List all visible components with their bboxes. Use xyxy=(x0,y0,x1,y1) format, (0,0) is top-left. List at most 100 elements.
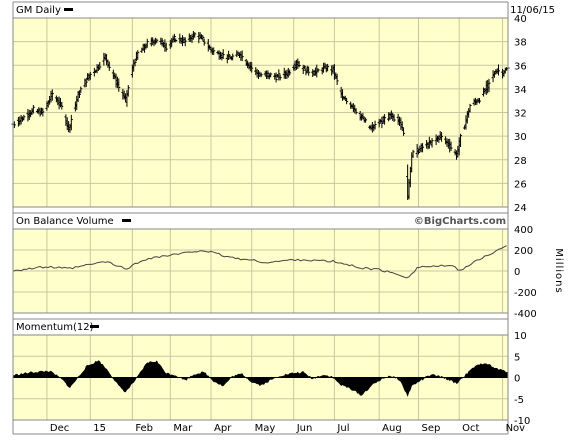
price-bar xyxy=(117,78,121,92)
price-bar xyxy=(402,127,406,136)
price-bar xyxy=(345,97,349,105)
price-bar xyxy=(478,97,482,104)
price-bar xyxy=(373,120,377,130)
price-bar xyxy=(41,107,45,117)
x-tick-label-Jul: Jul xyxy=(336,423,349,434)
price-bar xyxy=(383,114,387,125)
price-bar xyxy=(88,71,92,80)
obv-title-strip xyxy=(13,213,508,228)
price-bar xyxy=(50,89,54,101)
price-y-tick-30: 30 xyxy=(514,132,527,143)
price-bar xyxy=(364,117,368,123)
price-bar xyxy=(303,65,307,69)
price-bar xyxy=(468,103,472,113)
price-bar xyxy=(277,69,281,81)
panel-backgrounds xyxy=(13,2,508,420)
x-tick-label-Sep: Sep xyxy=(421,423,440,434)
price-bar xyxy=(221,49,225,59)
price-series xyxy=(11,30,510,200)
price-bar xyxy=(60,101,64,110)
obv-y-tick--400: -400 xyxy=(514,309,537,320)
price-bar xyxy=(202,38,206,46)
price-y-tick-40: 40 xyxy=(514,14,527,25)
x-tick-label-Jun: Jun xyxy=(296,423,313,434)
price-bar xyxy=(107,61,111,71)
obv-y-tick-0: 0 xyxy=(514,267,520,278)
x-tick-label-Dec: Dec xyxy=(50,423,69,434)
price-bar xyxy=(212,47,216,55)
price-title: GM Daily xyxy=(16,5,61,16)
price-y-tick-36: 36 xyxy=(514,61,527,72)
price-bar xyxy=(411,149,415,158)
price-bar xyxy=(430,138,434,148)
price-bar xyxy=(440,132,444,142)
price-bar xyxy=(266,70,270,80)
price-bar xyxy=(288,69,292,76)
price-bar xyxy=(69,114,73,131)
price-bar xyxy=(172,33,176,43)
price-y-tick-38: 38 xyxy=(514,38,527,49)
x-tick-label-Apr: Apr xyxy=(214,423,232,434)
x-tick-label-15: 15 xyxy=(93,423,106,434)
momentum-y-tick-0: 0 xyxy=(514,374,520,385)
price-bar xyxy=(377,118,381,128)
price-bar xyxy=(126,85,130,97)
price-y-tick-28: 28 xyxy=(514,156,527,167)
price-bar xyxy=(335,73,339,86)
obv-series xyxy=(12,245,507,279)
price-bar xyxy=(183,37,187,47)
price-y-tick-24: 24 xyxy=(514,203,527,214)
price-bar xyxy=(269,72,273,78)
price-bar xyxy=(487,78,491,93)
price-bar xyxy=(400,121,404,131)
price-bar xyxy=(259,72,263,78)
price-bar xyxy=(201,35,205,41)
price-bar xyxy=(31,105,35,114)
momentum-y-tick-10: 10 xyxy=(514,331,527,342)
price-bar xyxy=(145,38,149,48)
price-bar xyxy=(164,42,168,52)
price-bar xyxy=(354,108,358,115)
x-tick-label-May: May xyxy=(255,423,276,434)
price-bar xyxy=(278,74,282,81)
obv-title: On Balance Volume xyxy=(16,216,114,227)
x-tick-label-Aug: Aug xyxy=(382,423,402,434)
price-bar xyxy=(316,68,320,73)
price-bar xyxy=(155,38,159,44)
obv-line xyxy=(12,245,507,279)
date-label: 11/06/15 xyxy=(510,5,555,16)
price-bar xyxy=(136,50,140,60)
obv-y-tick-400: 400 xyxy=(514,225,533,236)
price-y-tick-26: 26 xyxy=(514,179,527,190)
price-bar xyxy=(240,50,244,62)
momentum-y-tick--10: -10 xyxy=(514,416,530,427)
price-bar xyxy=(326,63,330,72)
price-title-swatch xyxy=(64,8,73,11)
price-bar xyxy=(307,66,311,76)
price-bar xyxy=(174,38,178,43)
price-bar xyxy=(98,61,102,70)
momentum-area xyxy=(12,360,509,398)
price-bar xyxy=(22,114,26,121)
price-bar xyxy=(274,72,278,83)
momentum-y-tick--5: -5 xyxy=(514,395,524,406)
obv-y-tick--200: -200 xyxy=(514,288,537,299)
x-tick-label-Feb: Feb xyxy=(135,423,153,434)
momentum-title-swatch xyxy=(90,325,99,328)
momentum-series xyxy=(12,360,509,398)
price-bar xyxy=(392,114,396,122)
obv-unit-label: Millions xyxy=(553,248,564,293)
obv-title-swatch xyxy=(122,219,131,222)
price-bar xyxy=(133,59,137,67)
price-bar xyxy=(84,78,88,88)
price-bar xyxy=(421,143,425,153)
price-bar xyxy=(77,90,81,99)
watermark: ©BigCharts.com xyxy=(414,216,506,227)
price-bar xyxy=(416,149,420,155)
momentum-y-tick-5: 5 xyxy=(514,352,520,363)
price-bar xyxy=(231,53,235,61)
price-bar xyxy=(193,32,197,38)
price-y-tick-34: 34 xyxy=(514,85,527,96)
